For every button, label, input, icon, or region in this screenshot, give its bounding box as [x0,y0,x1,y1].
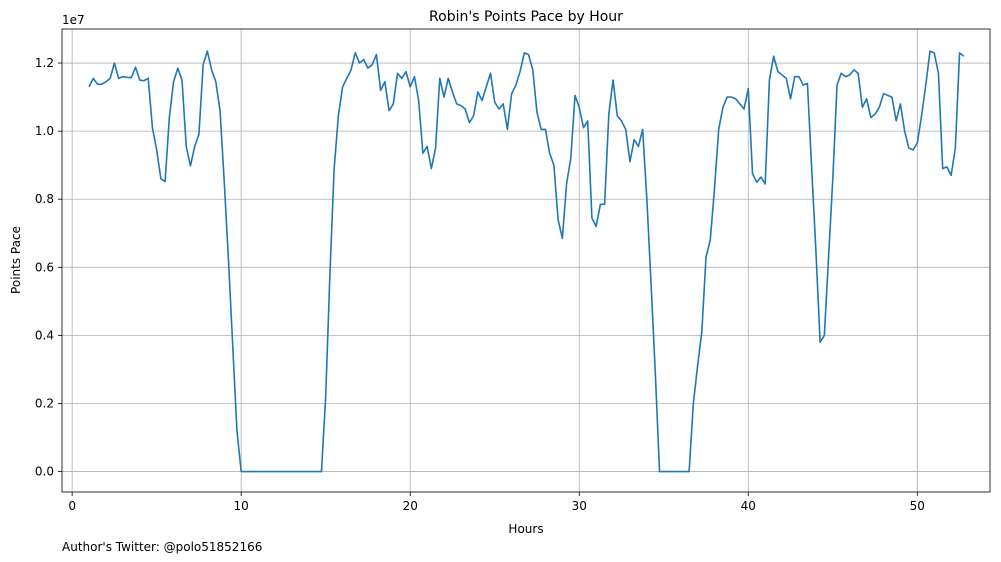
y-axis-offset-text: 1e7 [62,13,85,27]
x-tick-label: 10 [234,499,249,513]
x-tick-label: 0 [68,499,76,513]
grid-lines [62,29,990,492]
y-axis-label: Points Pace [9,226,23,294]
x-tick-label: 50 [910,499,925,513]
x-tick-label: 40 [741,499,756,513]
plot-frame [61,28,991,493]
y-tick-label: 0.8 [35,192,54,206]
y-tick-label: 0.4 [35,328,54,342]
y-tick-label: 1.2 [35,56,54,70]
x-tick-label: 20 [403,499,418,513]
x-tick-label: 30 [572,499,587,513]
x-axis-label: Hours [508,522,543,536]
y-tick-label: 0.6 [35,260,54,274]
x-axis-ticks: 0 10 20 30 40 50 [68,492,925,513]
chart-title: Robin's Points Pace by Hour [429,9,623,25]
series-line [88,50,965,473]
footnote-author-twitter: Author's Twitter: @polo51852166 [62,540,262,554]
y-tick-label: 0.2 [35,396,54,410]
y-tick-label: 1.0 [35,124,54,138]
y-axis-ticks: 0.0 0.2 0.4 0.6 0.8 1.0 1.2 [35,56,62,479]
y-tick-label: 0.0 [35,465,54,479]
